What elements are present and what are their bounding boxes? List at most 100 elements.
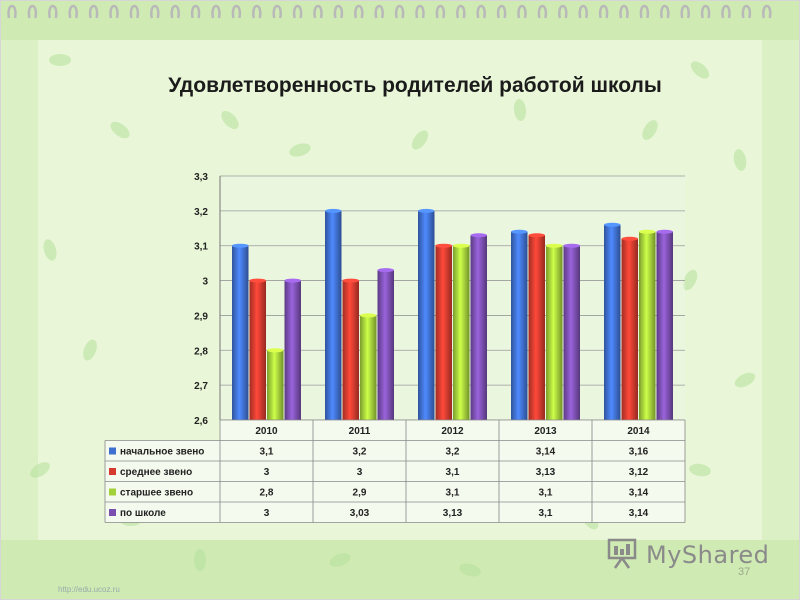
data-label: 3,13	[443, 508, 463, 519]
bar-top	[656, 229, 673, 234]
y-tick-label: 2,7	[194, 381, 208, 392]
leaf-decoration	[513, 99, 527, 121]
bar-top	[604, 222, 621, 227]
y-tick-label: 2,6	[194, 416, 208, 427]
binder-ring	[700, 4, 711, 19]
bar	[435, 245, 452, 420]
bar	[528, 235, 545, 420]
legend-label: по школе	[120, 508, 166, 519]
binder-ring	[292, 4, 303, 19]
data-label: 3,14	[629, 488, 649, 499]
y-tick-label: 2,8	[194, 346, 208, 357]
bar-top	[232, 243, 249, 248]
binder-ring	[7, 4, 17, 19]
binder-ring	[660, 4, 670, 19]
bar-top	[470, 233, 487, 238]
bar-top	[511, 229, 528, 234]
binder-ring	[170, 4, 180, 19]
binder-ring	[721, 4, 731, 19]
binder-ring	[190, 4, 201, 19]
bottom-stripe	[0, 540, 800, 600]
leaf-decoration	[733, 149, 747, 171]
binder-ring	[435, 4, 446, 19]
binder-ring	[211, 4, 221, 19]
data-label: 3	[357, 467, 363, 478]
leaf-decoration	[193, 549, 207, 571]
binder-ring	[252, 4, 262, 19]
binder-ring	[496, 4, 507, 19]
x-tick-label: 2014	[627, 426, 650, 437]
data-label: 2,8	[260, 488, 274, 499]
watermark-text: MyShared	[646, 541, 770, 569]
binder-ring	[272, 4, 282, 19]
binder-ring	[741, 4, 752, 19]
data-label: 3	[264, 508, 270, 519]
x-tick-label: 2011	[349, 426, 371, 437]
bar	[377, 270, 394, 420]
binder-ring	[537, 4, 548, 19]
slide-number: 37	[738, 566, 751, 578]
bar-top	[453, 243, 470, 248]
binder-ring	[476, 4, 486, 19]
data-label: 3,1	[539, 508, 553, 519]
binder-ring	[48, 4, 58, 19]
binder-ring	[27, 4, 38, 19]
data-label: 3,2	[446, 447, 460, 458]
data-label: 2,9	[353, 488, 367, 499]
legend-label: среднее звено	[120, 467, 192, 478]
bar	[267, 350, 284, 420]
binder-ring	[313, 4, 323, 19]
bar	[621, 238, 638, 420]
leaf-decoration	[289, 143, 311, 157]
data-label: 3	[264, 467, 270, 478]
footer-url: http://edu.ucoz.ru	[58, 585, 120, 594]
binder-ring	[639, 4, 650, 19]
bar	[360, 315, 377, 420]
binder-ring	[619, 4, 629, 19]
leaf-decoration	[83, 339, 97, 361]
bar-top	[249, 278, 266, 283]
binder-ring	[558, 4, 568, 19]
bar-top	[342, 278, 359, 283]
bar	[639, 231, 656, 420]
leaf-decoration	[30, 462, 50, 478]
bar	[656, 231, 673, 420]
legend-swatch	[109, 488, 116, 496]
bar	[604, 224, 621, 420]
legend-label: начальное звено	[120, 447, 204, 458]
bar	[418, 210, 435, 420]
legend-swatch	[109, 468, 116, 475]
x-tick-label: 2012	[441, 426, 464, 437]
y-tick-label: 3,1	[194, 242, 208, 253]
bar-top	[418, 208, 435, 213]
leaf-decoration	[734, 372, 756, 388]
binder-ring	[354, 4, 364, 19]
bar	[453, 245, 470, 420]
leaf-decoration	[459, 563, 481, 577]
bar	[470, 235, 487, 420]
data-label: 3,13	[536, 467, 556, 478]
y-tick-label: 2,9	[194, 311, 208, 322]
data-label: 3,1	[260, 447, 274, 458]
binder-ring	[680, 4, 690, 19]
presentation-board-icon	[607, 538, 637, 569]
bar	[232, 245, 249, 420]
leaf-decoration	[43, 239, 57, 261]
bar-top	[267, 348, 284, 353]
bar-top	[546, 243, 563, 248]
right-stripe	[762, 0, 800, 600]
bar-top	[621, 236, 638, 241]
data-label: 3,1	[446, 467, 460, 478]
y-tick-label: 3,3	[194, 172, 208, 183]
bar-top	[325, 208, 342, 213]
binder-ring	[129, 4, 140, 19]
data-label: 3,14	[629, 508, 649, 519]
legend-label: старшее звено	[120, 488, 193, 499]
binder-ring	[517, 4, 527, 19]
bar	[511, 231, 528, 420]
binder-ring	[394, 4, 405, 19]
binder-ring	[88, 4, 99, 19]
y-tick-label: 3	[202, 277, 208, 288]
bar-top	[528, 233, 545, 238]
